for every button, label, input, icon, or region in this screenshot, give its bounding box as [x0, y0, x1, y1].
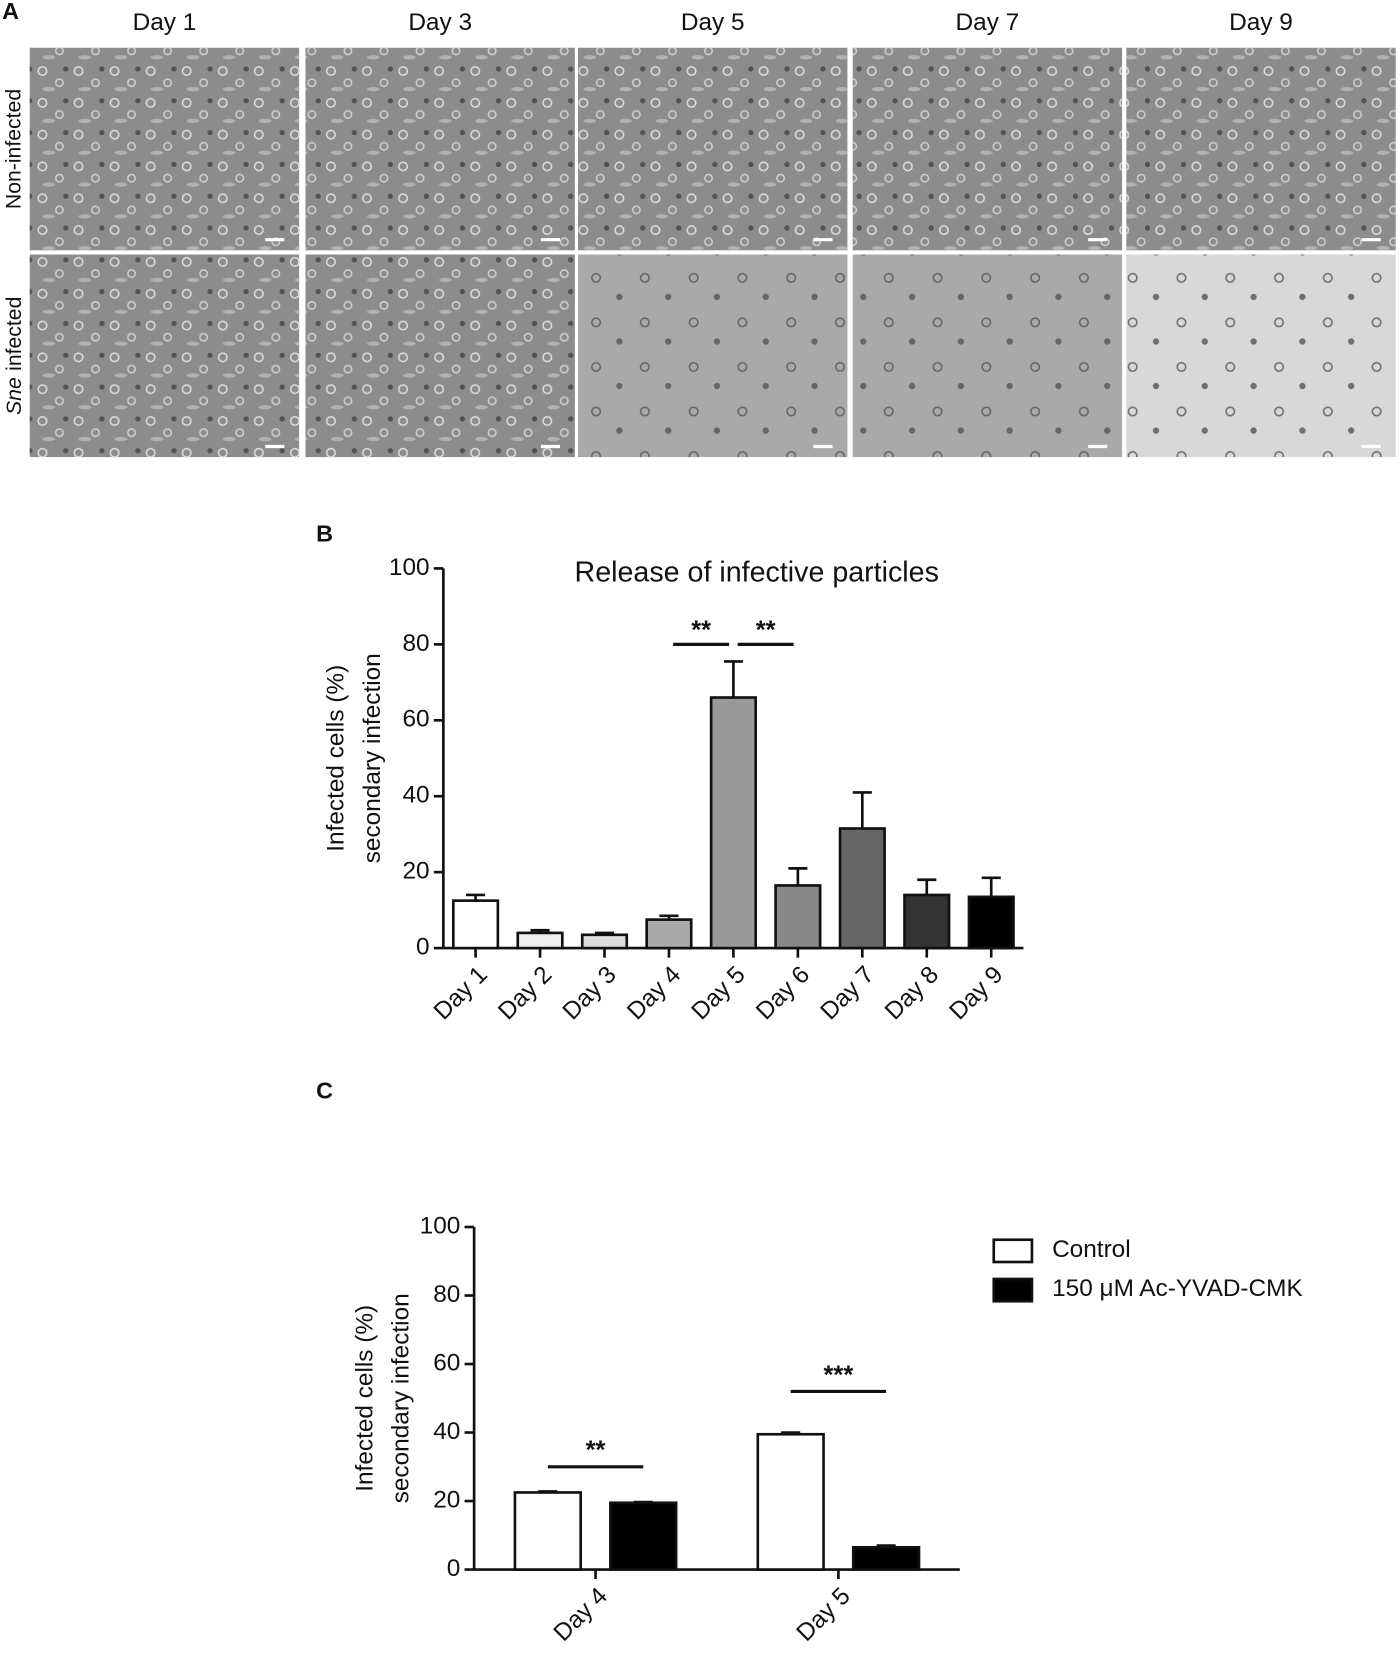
x-tick-label: Day 1: [429, 961, 493, 1025]
bar: [709, 696, 758, 950]
bar: [580, 933, 629, 950]
row-label-text: infected: [3, 297, 26, 371]
bar: [645, 918, 693, 950]
x-tick-label: Day 6: [751, 961, 815, 1025]
y-tick-label: 20: [433, 1486, 460, 1513]
bar: [513, 1491, 583, 1571]
bar: [609, 1501, 678, 1571]
chart-title: Release of infective particles: [575, 556, 939, 588]
y-axis-label: Infected cells (%): [323, 665, 350, 852]
x-tick-label: Day 8: [880, 961, 944, 1025]
significance-label: **: [691, 616, 711, 644]
micrograph-cells: [305, 254, 575, 458]
y-axis-label: Infected cells (%): [351, 1305, 378, 1492]
x-tick-label: Day 5: [687, 961, 751, 1025]
y-tick-label: 100: [420, 1212, 461, 1239]
x-tick-label: Day 4: [549, 1583, 613, 1647]
y-tick-label: 40: [402, 782, 429, 809]
bar: [838, 827, 886, 950]
legend-swatch: [992, 1277, 1034, 1303]
x-tick-label: Day 7: [815, 961, 879, 1025]
y-tick-label: 60: [402, 706, 429, 733]
y-tick-label: 80: [433, 1281, 460, 1308]
x-tick-label: Day 4: [622, 961, 686, 1025]
x-tick-label: Day 5: [792, 1583, 856, 1647]
row-label: Non-infected: [3, 89, 26, 209]
bar: [903, 893, 951, 950]
micrograph-cells: [29, 254, 300, 458]
panel-label: B: [316, 521, 333, 547]
bar: [774, 884, 822, 950]
significance-label: ***: [824, 1361, 854, 1389]
y-tick-label: 40: [433, 1418, 460, 1445]
panel-label: C: [316, 1077, 333, 1103]
legend-swatch: [992, 1238, 1034, 1264]
significance-label: **: [586, 1437, 606, 1465]
panel-label: A: [2, 0, 19, 24]
micrograph-cells: [852, 254, 1123, 458]
y-tick-label: 60: [433, 1349, 460, 1376]
micrograph-cells: [852, 47, 1123, 251]
x-tick-label: Day 3: [558, 961, 622, 1025]
y-tick-label: 0: [416, 934, 430, 961]
legend-label: 150 μM Ac-YVAD-CMK: [1052, 1275, 1303, 1302]
bar: [516, 931, 564, 950]
column-label: Day 5: [681, 9, 745, 36]
y-tick-label: 100: [389, 554, 430, 581]
y-tick-label: 80: [402, 630, 429, 657]
column-label: Day 9: [1229, 9, 1293, 36]
micrograph-cells: [578, 254, 848, 458]
micrograph-cells: [305, 47, 575, 251]
y-axis-label: secondary infection: [387, 1293, 414, 1503]
x-tick-label: Day 9: [944, 961, 1008, 1025]
bar: [851, 1545, 921, 1571]
row-label: Sne infected: [3, 297, 26, 415]
column-label: Day 1: [133, 9, 197, 36]
bar: [756, 1432, 825, 1571]
y-tick-label: 0: [447, 1555, 461, 1582]
legend-label: Control: [1052, 1236, 1131, 1263]
row-label-italic: Sne: [3, 377, 26, 415]
y-axis-label: secondary infection: [359, 653, 386, 863]
column-label: Day 7: [956, 9, 1020, 36]
significance-label: **: [756, 616, 776, 644]
bar: [967, 895, 1015, 950]
y-tick-label: 20: [402, 858, 429, 885]
x-tick-label: Day 2: [493, 961, 557, 1025]
micrograph-cells: [29, 47, 300, 251]
bar: [451, 899, 500, 950]
micrograph-cells: [1126, 47, 1396, 251]
micrograph-cells: [1126, 254, 1396, 458]
micrograph-cells: [578, 47, 848, 251]
column-label: Day 3: [408, 9, 472, 36]
